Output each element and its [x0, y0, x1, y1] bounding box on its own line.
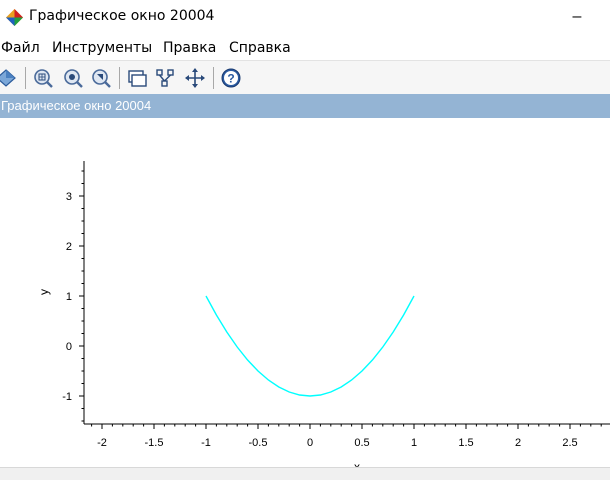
zoom-reset-icon: [64, 69, 83, 88]
minimize-icon: –: [572, 8, 582, 25]
y-axis-label: y: [37, 289, 51, 295]
pan-icon: [185, 68, 205, 88]
y-tick-label: 1: [66, 291, 72, 303]
toolbar: ?: [0, 60, 610, 95]
rotate-button[interactable]: [0, 66, 18, 90]
figure-header-title: Графическое окно 20004: [1, 98, 152, 113]
x-tick-label: 2: [515, 437, 521, 449]
x-tick-label: -1: [201, 437, 211, 449]
y-tick-label: 2: [66, 241, 72, 253]
x-tick-label: 0.5: [354, 437, 369, 449]
datatip-edit-button[interactable]: [153, 66, 177, 90]
datatip-icon: [128, 70, 147, 87]
zoom-in-button[interactable]: [31, 66, 55, 90]
zoom-area-icon: [92, 69, 111, 88]
x-tick-label: 1: [411, 437, 417, 449]
series-line: [205, 295, 415, 397]
toolbar-separator: [119, 67, 120, 89]
menu-tools[interactable]: Инструменты: [52, 40, 153, 56]
rotate-icon: [0, 69, 16, 87]
plot-canvas[interactable]: -1 0 1 2 3 -2 -1.5 -1 -0.5 0 0.5 1 1.5 2 2.5 x y: [0, 118, 610, 474]
menu-edit[interactable]: Правка: [163, 40, 217, 56]
x-tick-label: 2.5: [562, 437, 577, 449]
y-tick-label: 0: [66, 341, 72, 353]
plot-curves: [205, 295, 415, 397]
status-bar: [0, 467, 610, 480]
datatip-button[interactable]: [125, 66, 149, 90]
y-tick-label: 3: [66, 191, 72, 203]
figure-header: Графическое окно 20004: [0, 94, 610, 118]
pan-button[interactable]: [183, 66, 207, 90]
menu-bar: Файл Инструменты Правка Справка: [0, 37, 610, 59]
x-tick-label: 0: [307, 437, 313, 449]
scilab-logo-icon: [6, 9, 23, 26]
help-button[interactable]: ?: [219, 66, 243, 90]
x-tick-label: -1.5: [145, 437, 164, 449]
menu-file[interactable]: Файл: [1, 40, 40, 56]
svg-text:?: ?: [227, 72, 234, 86]
y-tick-label: -1: [62, 391, 72, 403]
window-title: Графическое окно 20004: [29, 8, 215, 24]
toolbar-separator: [25, 67, 26, 89]
minimize-button[interactable]: –: [554, 0, 600, 34]
x-tick-label: -0.5: [249, 437, 268, 449]
toolbar-separator: [213, 67, 214, 89]
plot-svg[interactable]: -1 0 1 2 3 -2 -1.5 -1 -0.5 0 0.5 1 1.5 2 2.5 x y: [0, 118, 610, 474]
zoom-in-icon: [34, 69, 53, 88]
datatip-edit-icon: [156, 69, 174, 87]
menu-help[interactable]: Справка: [229, 40, 291, 56]
x-tick-label: 1.5: [458, 437, 473, 449]
help-icon: ?: [221, 68, 241, 88]
zoom-reset-button[interactable]: [61, 66, 85, 90]
window-titlebar: Графическое окно 20004 –: [0, 0, 610, 34]
zoom-area-button[interactable]: [89, 66, 113, 90]
x-tick-label: -2: [97, 437, 107, 449]
plot-axes: -1 0 1 2 3 -2 -1.5 -1 -0.5 0 0.5 1 1.5 2 2.5: [62, 161, 610, 449]
x-axis-label: x: [354, 460, 360, 467]
